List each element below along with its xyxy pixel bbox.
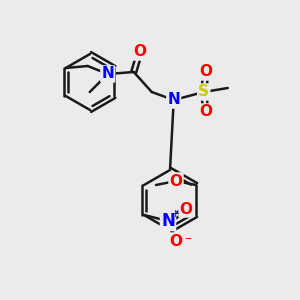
Text: ⁻: ⁻ [184,234,192,248]
Text: O: O [179,202,193,217]
Text: O: O [169,233,182,248]
Text: N: N [167,92,180,107]
Text: O: O [133,44,146,59]
Text: O: O [199,104,212,119]
Text: O: O [169,173,182,188]
Text: +: + [170,209,180,219]
Text: N: N [101,67,114,82]
Text: N: N [161,212,175,230]
Text: S: S [198,85,209,100]
Text: O: O [199,64,212,80]
